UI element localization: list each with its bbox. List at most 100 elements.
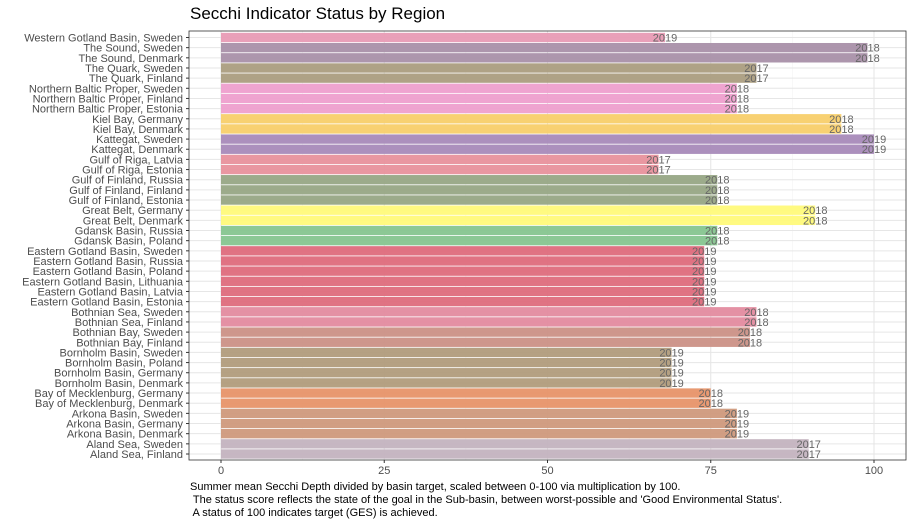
x-tick-label: 25 [378, 465, 390, 477]
y-tick-label: Eastern Gotland Basin, Russia [33, 256, 184, 268]
bar [221, 449, 809, 459]
bar [221, 73, 757, 83]
data-label: 2019 [692, 266, 716, 278]
bar [221, 408, 737, 419]
y-tick-label: Kattegat, Sweden [96, 134, 183, 146]
y-tick-label: Bay of Mecklenburg, Denmark [35, 398, 183, 410]
bar [221, 124, 842, 134]
bar [221, 134, 874, 144]
caption-line: The status score reflects the state of t… [190, 494, 783, 506]
data-label: 2018 [705, 185, 729, 197]
bar [221, 296, 705, 307]
bar [221, 63, 757, 73]
data-label: 2018 [725, 83, 749, 95]
data-label: 2019 [725, 408, 749, 420]
x-axis: 0 25 50 75 100 [218, 460, 883, 477]
bar [221, 246, 705, 256]
y-tick-label: Northern Baltic Proper, Finland [33, 93, 183, 105]
data-label: 2018 [705, 195, 729, 207]
data-label: 2017 [646, 165, 670, 177]
bar [221, 317, 757, 327]
data-label: 2019 [692, 246, 716, 258]
data-label: 2018 [803, 205, 827, 217]
y-tick-label: Gdansk Basin, Russia [75, 226, 184, 238]
y-tick-label: Arkona Basin, Sweden [72, 408, 183, 420]
data-label: 2018 [725, 93, 749, 105]
data-label: 2017 [796, 439, 820, 451]
x-tick-label: 0 [218, 465, 224, 477]
chart-caption: Summer mean Secchi Depth divided by basi… [190, 481, 782, 520]
bar [221, 114, 842, 124]
chart-title: Secchi Indicator Status by Region [190, 4, 446, 23]
data-label: 2019 [653, 33, 677, 45]
data-label: 2017 [796, 449, 820, 461]
bar [221, 205, 816, 215]
y-tick-label: Bornholm Basin, Poland [65, 358, 183, 370]
bar [221, 357, 672, 368]
y-tick-label: Kiel Bay, Germany [92, 114, 183, 126]
bar [221, 398, 711, 408]
bar [221, 185, 718, 195]
y-tick-label: Bothnian Sea, Sweden [71, 307, 183, 319]
data-label: 2018 [705, 175, 729, 187]
y-tick-label: Great Belt, Germany [82, 205, 183, 217]
bar [221, 368, 672, 378]
data-label: 2018 [855, 43, 879, 55]
y-tick-label: Gulf of Riga, Estonia [82, 165, 184, 177]
data-label: 2018 [803, 215, 827, 227]
bar [221, 225, 718, 236]
data-label: 2019 [725, 419, 749, 431]
y-tick-label: Bay of Mecklenburg, Germany [34, 388, 183, 400]
data-label: 2018 [738, 327, 762, 339]
bar [221, 429, 737, 439]
y-tick-label: Bothnian Sea, Finland [75, 317, 183, 329]
data-labels: 2019201820182017201720182018201820182018… [646, 33, 886, 462]
bar [221, 32, 666, 43]
data-label: 2019 [659, 368, 683, 380]
y-tick-label: Eastern Gotland Basin, Lithuania [22, 276, 184, 288]
data-label: 2019 [659, 347, 683, 359]
bar [221, 235, 718, 246]
bar [221, 439, 809, 449]
data-label: 2019 [692, 297, 716, 309]
bar [221, 378, 672, 388]
data-label: 2019 [692, 276, 716, 288]
y-tick-label: Bothnian Bay, Finland [76, 337, 183, 349]
bar [221, 42, 868, 53]
data-label: 2018 [829, 114, 853, 126]
caption-line: A status of 100 indicates target (GES) i… [190, 507, 438, 519]
y-tick-label: The Sound, Sweden [83, 43, 183, 55]
data-label: 2019 [725, 429, 749, 441]
data-label: 2018 [744, 317, 768, 329]
data-label: 2018 [699, 388, 723, 400]
bar [221, 327, 750, 337]
y-tick-label: The Quark, Sweden [85, 63, 183, 75]
x-tick-label: 100 [865, 465, 883, 477]
y-tick-label: Gulf of Finland, Estonia [69, 195, 184, 207]
y-tick-label: Northern Baltic Proper, Estonia [32, 104, 184, 116]
y-tick-label: Bornholm Basin, Sweden [59, 347, 183, 359]
bar [221, 215, 816, 226]
bar [221, 83, 737, 93]
y-tick-label: Kiel Bay, Denmark [93, 124, 184, 136]
y-tick-label: Gdansk Basin, Poland [74, 236, 183, 248]
bar [221, 276, 705, 286]
caption-line: Summer mean Secchi Depth divided by basi… [190, 481, 681, 493]
bar [221, 164, 659, 175]
data-label: 2019 [659, 358, 683, 370]
y-tick-label: Eastern Gotland Basin, Estonia [30, 297, 184, 309]
data-label: 2018 [829, 124, 853, 136]
bar [221, 418, 737, 429]
y-tick-label: Bornholm Basin, Denmark [55, 378, 184, 390]
y-tick-label: Western Gotland Basin, Sweden [24, 33, 183, 45]
y-tick-label: Bothnian Bay, Sweden [73, 327, 183, 339]
bar [221, 256, 705, 266]
bar [221, 347, 672, 358]
y-tick-label: Arkona Basin, Germany [66, 419, 183, 431]
y-tick-label: Eastern Gotland Basin, Latvia [37, 286, 183, 298]
data-label: 2019 [659, 378, 683, 390]
y-tick-label: Eastern Gotland Basin, Sweden [27, 246, 183, 258]
bar [221, 103, 737, 114]
